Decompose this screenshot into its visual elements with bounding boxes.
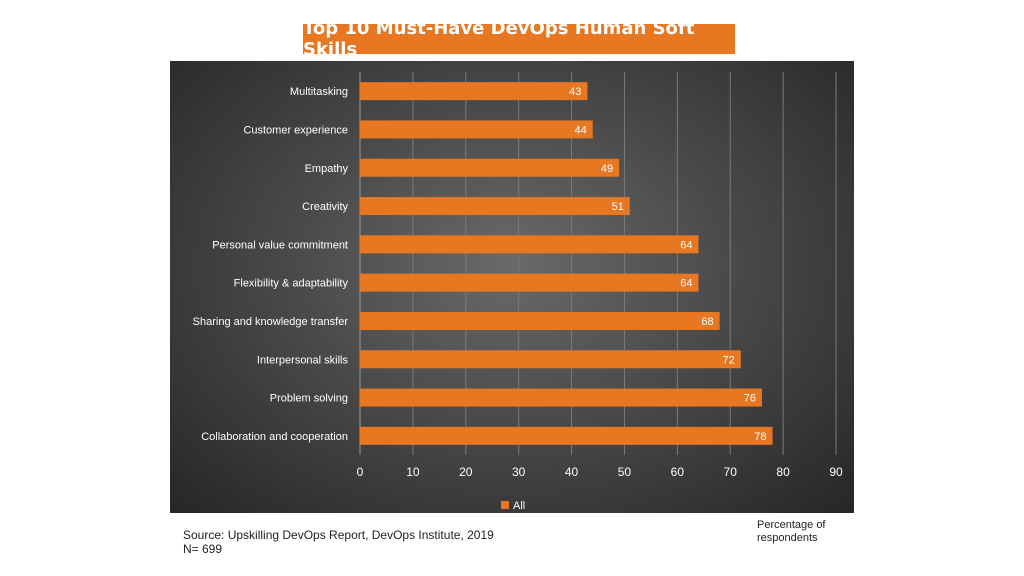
data-label: 76 — [744, 393, 756, 405]
x-tick-label: 40 — [565, 465, 579, 479]
source-note: Source: Upskilling DevOps Report, DevOps… — [183, 528, 494, 556]
data-label: 68 — [701, 316, 713, 328]
bar — [360, 235, 699, 254]
legend-label: All — [513, 500, 525, 512]
data-label: 51 — [611, 201, 623, 213]
category-label: Creativity — [302, 201, 348, 213]
bar — [360, 426, 773, 445]
chart-area: 0 10 20 30 40 50 60 70 80 90 Multitasking 43 Custome… — [170, 61, 854, 513]
category-label: Collaboration and cooperation — [201, 431, 348, 443]
data-label: 78 — [754, 431, 766, 443]
x-tick-label: 70 — [724, 465, 738, 479]
x-tick-label: 0 — [357, 465, 364, 479]
data-label: 44 — [574, 124, 586, 136]
legend-swatch — [501, 501, 509, 509]
x-tick-label: 80 — [776, 465, 790, 479]
x-tick-label: 20 — [459, 465, 473, 479]
x-tick-label: 90 — [829, 465, 843, 479]
data-label: 43 — [569, 86, 581, 98]
bar — [360, 197, 630, 216]
bar — [360, 120, 593, 139]
source-text: Source: Upskilling DevOps Report, DevOps… — [183, 528, 494, 542]
category-label: Personal value commitment — [212, 239, 348, 251]
category-label: Problem solving — [270, 393, 348, 405]
axis-unit-note: Percentage of respondents — [757, 519, 826, 544]
chart-title: Top 10 Must-Have DevOps Human Soft Skill… — [303, 18, 735, 60]
bar — [360, 82, 588, 101]
category-label: Interpersonal skills — [257, 354, 349, 366]
category-label: Flexibility & adaptability — [234, 278, 349, 290]
data-label: 64 — [680, 278, 692, 290]
bar — [360, 350, 741, 369]
bar-chart: 0 10 20 30 40 50 60 70 80 90 Multitasking 43 Custome… — [193, 72, 843, 512]
bar — [360, 273, 699, 292]
x-tick-label: 10 — [406, 465, 420, 479]
x-tick-label: 30 — [512, 465, 526, 479]
x-tick-label: 50 — [618, 465, 632, 479]
category-label: Empathy — [305, 163, 349, 175]
category-label: Sharing and knowledge transfer — [193, 316, 349, 328]
data-label: 64 — [680, 239, 692, 251]
category-label: Customer experience — [243, 124, 348, 136]
data-label: 72 — [723, 354, 735, 366]
data-label: 49 — [601, 163, 613, 175]
bar — [360, 158, 620, 177]
bar — [360, 388, 762, 407]
bar — [360, 311, 720, 330]
x-tick-label: 60 — [671, 465, 685, 479]
sample-size: N= 699 — [183, 542, 223, 556]
category-label: Multitasking — [290, 86, 348, 98]
